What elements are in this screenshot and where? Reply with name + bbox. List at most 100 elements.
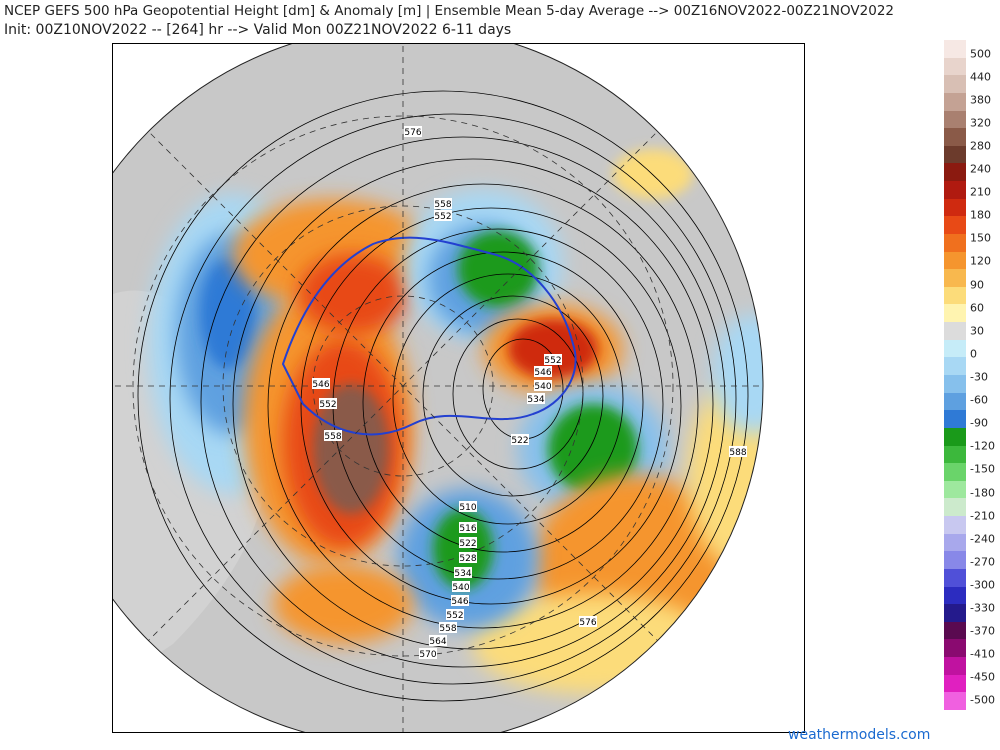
colorbar-tick-label: 90: [970, 278, 984, 292]
contour-label: 558: [439, 624, 456, 634]
colorbar-tick-label: -150: [970, 462, 995, 476]
colorbar-swatch: [944, 639, 966, 658]
contour-label-bg: [446, 609, 464, 620]
highlight-contour: [281, 236, 577, 436]
contour-label: 552: [319, 400, 336, 410]
contour-label-bg: [459, 537, 477, 548]
colorbar-swatch: [944, 269, 966, 288]
colorbar-swatch: [944, 322, 966, 341]
contour-label-bg: [419, 648, 437, 659]
colorbar-swatch: [944, 498, 966, 517]
colorbar-swatch: [944, 604, 966, 623]
contour-label: 576: [579, 618, 596, 628]
contour-label: 546: [451, 597, 468, 607]
colorbar-tick-label: 0: [970, 347, 977, 361]
contour-label-bg: [324, 430, 342, 441]
contour-label-bg: [534, 366, 552, 377]
colorbar-tick-label: -410: [970, 647, 995, 661]
colorbar-swatch: [944, 304, 966, 323]
contour-label-bg: [434, 198, 452, 209]
contour-label: 546: [312, 380, 329, 390]
contour-labels: 576 558 552 546 552 558 552 546 540 534 522 510 516 5…: [312, 126, 747, 660]
colorbar-swatch: [944, 392, 966, 411]
colorbar-swatch: [944, 198, 966, 217]
contour-label: 546: [534, 368, 551, 378]
polar-map: 576 558 552 546 552 558 552 546 540 534 522 510 516 5…: [112, 43, 805, 733]
colorbar-tick-label: 440: [970, 70, 991, 84]
colorbar-tick-label: -30: [970, 370, 988, 384]
colorbar-tick-label: -120: [970, 439, 995, 453]
contour-label: 516: [459, 524, 476, 534]
contour-label-bg: [459, 522, 477, 533]
colorbar-swatch: [944, 92, 966, 112]
colorbar-tick-label: -330: [970, 601, 995, 615]
contour-label: 558: [434, 200, 451, 210]
map-boundary: [113, 44, 764, 732]
colorbar-tick-label: 500: [970, 47, 991, 61]
contour-label: 522: [511, 436, 528, 446]
colorbar-tick-label: 210: [970, 185, 991, 199]
contour-label-bg: [429, 635, 447, 646]
colorbar-tick-label: 150: [970, 231, 991, 245]
graticule: [113, 44, 763, 732]
contour-label: 540: [534, 382, 551, 392]
contour-label: 558: [324, 432, 341, 442]
colorbar-swatch: [944, 621, 966, 640]
contour-label-bg: [729, 446, 747, 457]
colorbar-tick-label: 240: [970, 162, 991, 176]
colorbar-swatch: [944, 233, 966, 253]
colorbar-swatch: [944, 674, 966, 693]
contour-label-bg: [511, 434, 529, 445]
contour-label-bg: [534, 380, 552, 391]
contour-label: 510: [459, 503, 476, 513]
colorbar-swatch: [944, 480, 966, 499]
colorbar-tick-label: -90: [970, 416, 988, 430]
contour-label-bg: [439, 622, 457, 633]
colorbar-tick-label: -300: [970, 578, 995, 592]
colorbar-swatch: [944, 657, 966, 676]
contour-label-bg: [459, 501, 477, 512]
contour-label-bg: [312, 378, 330, 389]
colorbar-swatch: [944, 375, 966, 394]
map-canvas: 576 558 552 546 552 558 552 546 540 534 522 510 516 5…: [113, 44, 804, 732]
colorbar-swatch: [944, 568, 966, 588]
colorbar-swatch: [944, 57, 966, 76]
contour-label-bg: [459, 552, 477, 563]
contour-label: 534: [454, 569, 471, 579]
colorbar-swatch: [944, 75, 966, 94]
colorbar-swatch: [944, 145, 966, 164]
colorbar-swatch: [944, 357, 966, 376]
colorbar-tick-label: 60: [970, 301, 984, 315]
credit-text[interactable]: weathermodels.com: [788, 727, 931, 743]
colorbar-tick-label: -370: [970, 624, 995, 638]
contour-label-bg: [434, 210, 452, 221]
contour-label-bg: [404, 126, 422, 137]
colorbar-swatch: [944, 181, 966, 200]
contour-label-bg: [454, 567, 472, 578]
colorbar-swatch: [944, 286, 966, 305]
colorbar-tick-label: 280: [970, 139, 991, 153]
contour-label: 552: [434, 212, 451, 222]
colorbar-swatch: [944, 40, 966, 59]
colorbar-swatch: [944, 339, 966, 358]
contour-label: 570: [419, 650, 436, 660]
map-subtitle: Init: 00Z10NOV2022 -- [264] hr --> Valid…: [4, 22, 512, 38]
colorbar-swatch: [944, 251, 966, 270]
colorbar-tick-label: -180: [970, 486, 995, 500]
colorbar-swatch: [944, 516, 966, 535]
colorbar-tick-label: -270: [970, 555, 995, 569]
contour-label: 576: [404, 128, 421, 138]
contour-label: 564: [429, 637, 446, 647]
colorbar-swatch: [944, 445, 966, 464]
contour-label-bg: [319, 398, 337, 409]
colorbar-swatch: [944, 110, 966, 129]
contour-label: 528: [459, 554, 476, 564]
contour-label: 534: [527, 395, 544, 405]
colorbar-tick-label: 380: [970, 93, 991, 107]
colorbar-swatch: [944, 463, 966, 482]
colorbar-tick-label: 120: [970, 254, 991, 268]
contour-label: 552: [544, 356, 561, 366]
colorbar-tick-label: -240: [970, 532, 995, 546]
colorbar-swatch: [944, 128, 966, 147]
colorbar-tick-label: 320: [970, 116, 991, 130]
